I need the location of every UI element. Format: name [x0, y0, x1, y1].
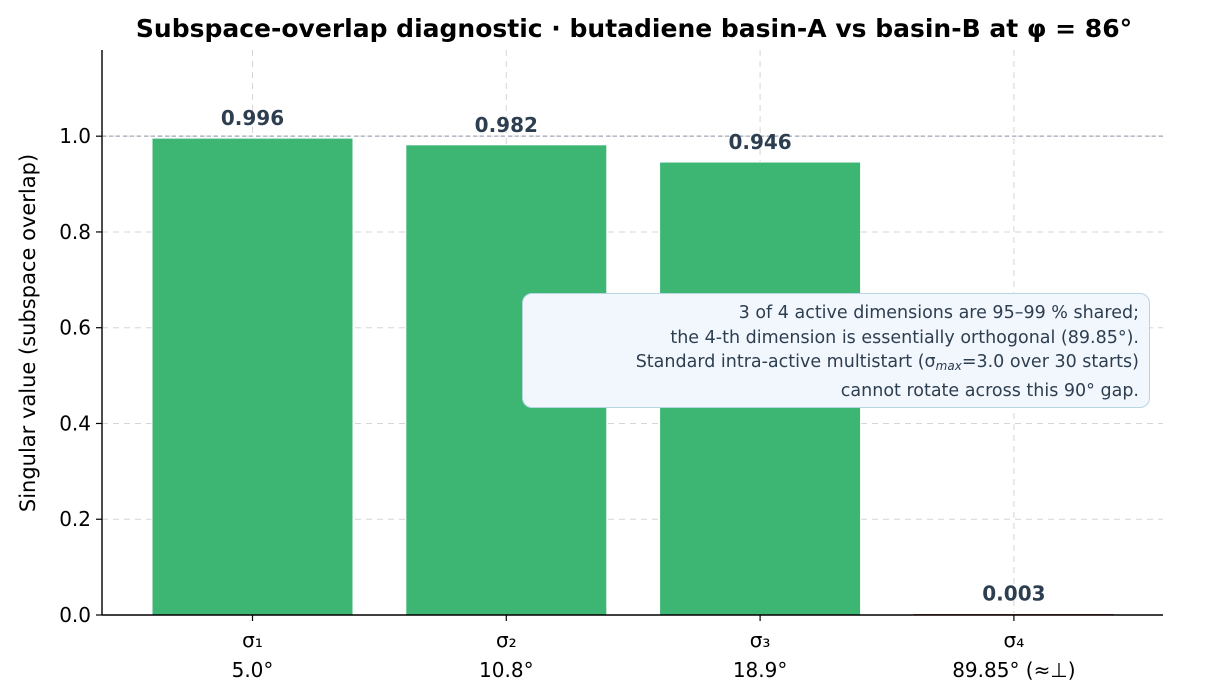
- annotation-line-3-sub: max: [935, 359, 962, 373]
- annotation-line-4: cannot rotate across this 90° gap.: [840, 380, 1139, 401]
- x-tick-label-angle: 10.8°: [479, 658, 534, 682]
- y-tick-label: 0.6: [59, 316, 91, 340]
- chart-title: Subspace-overlap diagnostic · butadiene …: [136, 14, 1132, 43]
- bar-value-label: 0.946: [728, 130, 791, 154]
- x-tick-label-symbol: σ₂: [496, 628, 517, 652]
- annotation-line-1: 3 of 4 active dimensions are 95–99 % sha…: [738, 303, 1139, 323]
- annotation-box: 3 of 4 active dimensions are 95–99 % sha…: [522, 293, 1150, 408]
- axes: [96, 50, 1163, 621]
- annotation-line-3: Standard intra-active multistart (σmax=3…: [533, 350, 1139, 379]
- bar-value-label: 0.996: [221, 106, 284, 130]
- labels: 0.0 0.2 0.4 0.6 0.8 1.0 σ₁ 5.0° σ₂ 10.8° σ₃ 18.9° σ₄…: [59, 106, 1075, 682]
- y-tick-label: 1.0: [59, 124, 91, 148]
- x-tick-label-symbol: σ₃: [750, 628, 771, 652]
- bar-value-label: 0.982: [475, 113, 538, 137]
- annotation-line-2: the 4-th dimension is essentially orthog…: [670, 327, 1139, 348]
- annotation-line-3-post: =3.0 over 30 starts): [961, 352, 1139, 372]
- annotation-line-3-pre: Standard intra-active multistart (σ: [635, 352, 936, 372]
- bar-value-label: 0.003: [982, 582, 1045, 606]
- x-tick-label-symbol: σ₄: [1004, 628, 1025, 652]
- x-tick-label-angle: 18.9°: [733, 658, 788, 682]
- bar: [151, 137, 354, 616]
- y-tick-label: 0.0: [59, 603, 91, 627]
- y-tick-label: 0.2: [59, 507, 91, 531]
- x-tick-label-angle: 5.0°: [232, 658, 274, 682]
- y-tick-label: 0.4: [59, 411, 91, 435]
- x-tick-label-angle: 89.85° (≈⊥): [952, 658, 1075, 682]
- y-axis-label: Singular value (subspace overlap): [16, 154, 40, 512]
- x-tick-label-symbol: σ₁: [242, 628, 263, 652]
- y-tick-label: 0.8: [59, 220, 91, 244]
